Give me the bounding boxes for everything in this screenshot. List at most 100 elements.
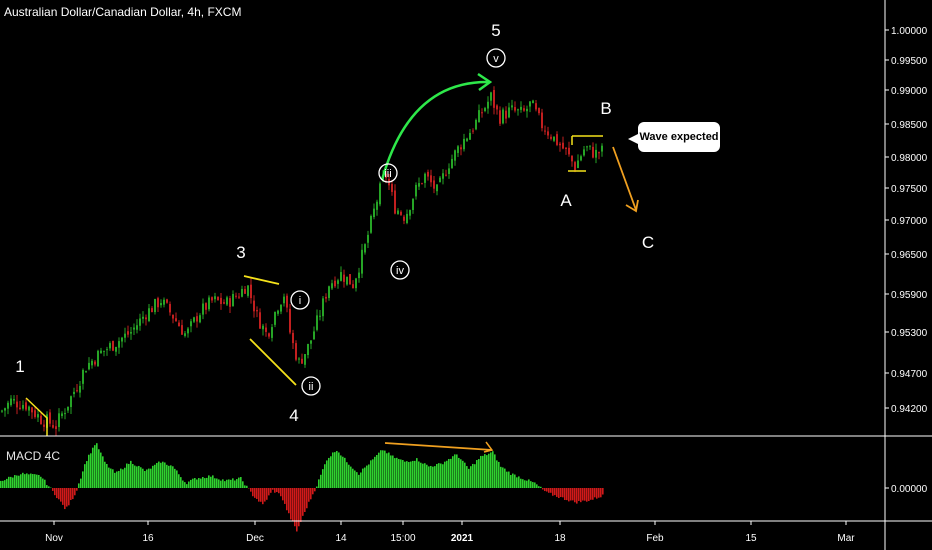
macd-bar <box>222 479 224 488</box>
macd-bar <box>382 450 384 488</box>
macd-bar <box>532 482 534 488</box>
macd-bar <box>100 452 102 488</box>
candle-body <box>286 295 288 308</box>
candle-body <box>220 297 222 304</box>
candle-body <box>211 297 213 301</box>
macd-bar <box>302 488 304 516</box>
candle-body <box>574 162 576 171</box>
macd-bar <box>70 488 72 501</box>
macd-bar <box>136 466 138 488</box>
macd-bar <box>574 488 576 503</box>
macd-bar <box>306 488 308 509</box>
candle-body <box>199 315 201 323</box>
candle-body <box>193 317 195 322</box>
candle-body <box>562 142 564 149</box>
candle-body <box>223 302 225 304</box>
candle-body <box>451 158 453 169</box>
macd-bar <box>404 461 406 488</box>
macd-bar <box>78 483 80 488</box>
macd-bar <box>588 488 590 502</box>
candle-body <box>496 105 498 110</box>
macd-bar <box>80 478 82 488</box>
candle-body <box>415 184 417 197</box>
macd-bar <box>160 462 162 488</box>
macd-bar <box>198 478 200 488</box>
macd-bar <box>520 478 522 488</box>
candle-body <box>391 184 393 192</box>
macd-bar <box>82 471 84 488</box>
macd-bar <box>238 477 240 488</box>
macd-bar <box>338 452 340 488</box>
candle-body <box>493 90 495 108</box>
macd-bar <box>290 488 292 520</box>
macd-bar <box>232 478 234 488</box>
candle-body <box>70 396 72 408</box>
macd-bar <box>450 458 452 488</box>
macd-bar <box>24 474 26 488</box>
macd-bar <box>92 447 94 488</box>
projection-arrow <box>612 146 637 211</box>
candle-body <box>109 343 111 349</box>
macd-bar <box>328 457 330 488</box>
candle-body <box>61 413 63 416</box>
macd-bar <box>396 457 398 488</box>
macd-bar <box>122 469 124 488</box>
macd-bar <box>350 466 352 488</box>
macd-bar <box>90 453 92 488</box>
wave-label-C: C <box>642 233 654 252</box>
candle-body <box>88 362 90 370</box>
macd-bar <box>586 488 588 502</box>
candle-body <box>133 327 135 330</box>
candle-body <box>343 274 345 282</box>
candle-body <box>478 110 480 123</box>
macd-bar <box>112 469 114 488</box>
candle-body <box>313 331 315 340</box>
macd-bar <box>244 485 246 488</box>
candle-body <box>442 173 444 179</box>
macd-bar <box>334 452 336 488</box>
macd-bar <box>572 488 574 501</box>
candle-body <box>352 284 354 289</box>
macd-bar <box>470 466 472 488</box>
macd-bar <box>510 474 512 488</box>
candle-body <box>433 180 435 189</box>
macd-bar <box>16 475 18 488</box>
candle-body <box>517 109 519 111</box>
candle-body <box>235 295 237 297</box>
candlestick-series <box>1 86 603 436</box>
price-tick-label: 0.94700 <box>891 369 928 380</box>
macd-bar <box>526 480 528 488</box>
macd-bar <box>148 468 150 488</box>
macd-bar <box>448 458 450 488</box>
candle-body <box>346 276 348 285</box>
macd-bar <box>42 478 44 488</box>
candle-body <box>577 160 579 169</box>
macd-bar <box>86 461 88 488</box>
macd-bar <box>452 456 454 488</box>
candle-body <box>316 315 318 330</box>
candle-body <box>247 285 249 296</box>
macd-bar <box>496 460 498 488</box>
wave-label-5: 5 <box>491 21 500 40</box>
macd-bar <box>162 461 164 488</box>
macd-bar <box>410 461 412 488</box>
macd-bar <box>154 464 156 488</box>
candle-body <box>292 332 294 344</box>
candle-body <box>319 315 321 317</box>
candle-body <box>358 272 360 279</box>
candle-body <box>463 138 465 150</box>
chart-title: Australian Dollar/Canadian Dollar, 4h, F… <box>4 5 242 19</box>
macd-bar <box>152 465 154 488</box>
macd-bar <box>592 488 594 500</box>
macd-bar <box>482 455 484 488</box>
candle-body <box>142 316 144 319</box>
candle-body <box>589 145 591 147</box>
macd-bar <box>380 450 382 488</box>
macd-bar <box>214 478 216 488</box>
candle-body <box>22 405 24 409</box>
candle-body <box>118 341 120 348</box>
macd-bar <box>598 488 600 498</box>
time-tick-label: Mar <box>837 533 855 544</box>
macd-bar <box>424 463 426 488</box>
